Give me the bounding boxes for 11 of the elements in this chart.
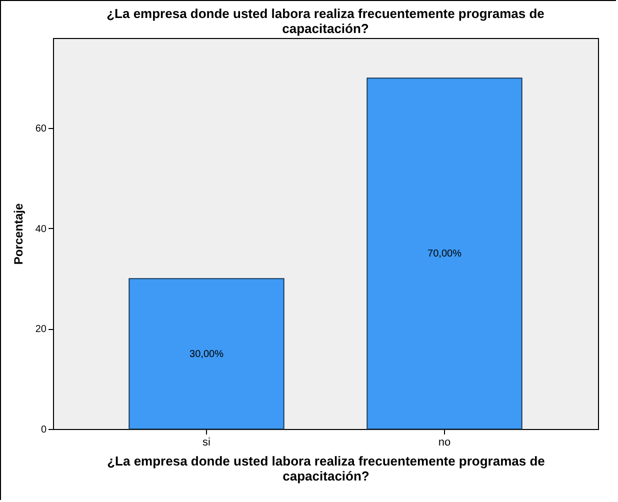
y-axis-title: Porcentaje [11, 202, 26, 265]
data-label: 70,00% [428, 248, 462, 260]
y-tick-label: 60 [35, 124, 47, 135]
x-axis-title: ¿La empresa donde usted labora realiza frecuentemente programas de capacitación? [107, 454, 545, 484]
y-tick-label: 0 [40, 424, 47, 436]
data-label: 30,00% [190, 348, 224, 360]
x-tick-label: si [202, 436, 210, 448]
x-tick-label: no [438, 436, 451, 448]
y-tick-label: 20 [35, 324, 47, 336]
y-tick-label: 40 [35, 224, 47, 235]
chart-title: ¿La empresa donde usted labora realiza frecuentemente programas de capacitación? [106, 6, 544, 36]
